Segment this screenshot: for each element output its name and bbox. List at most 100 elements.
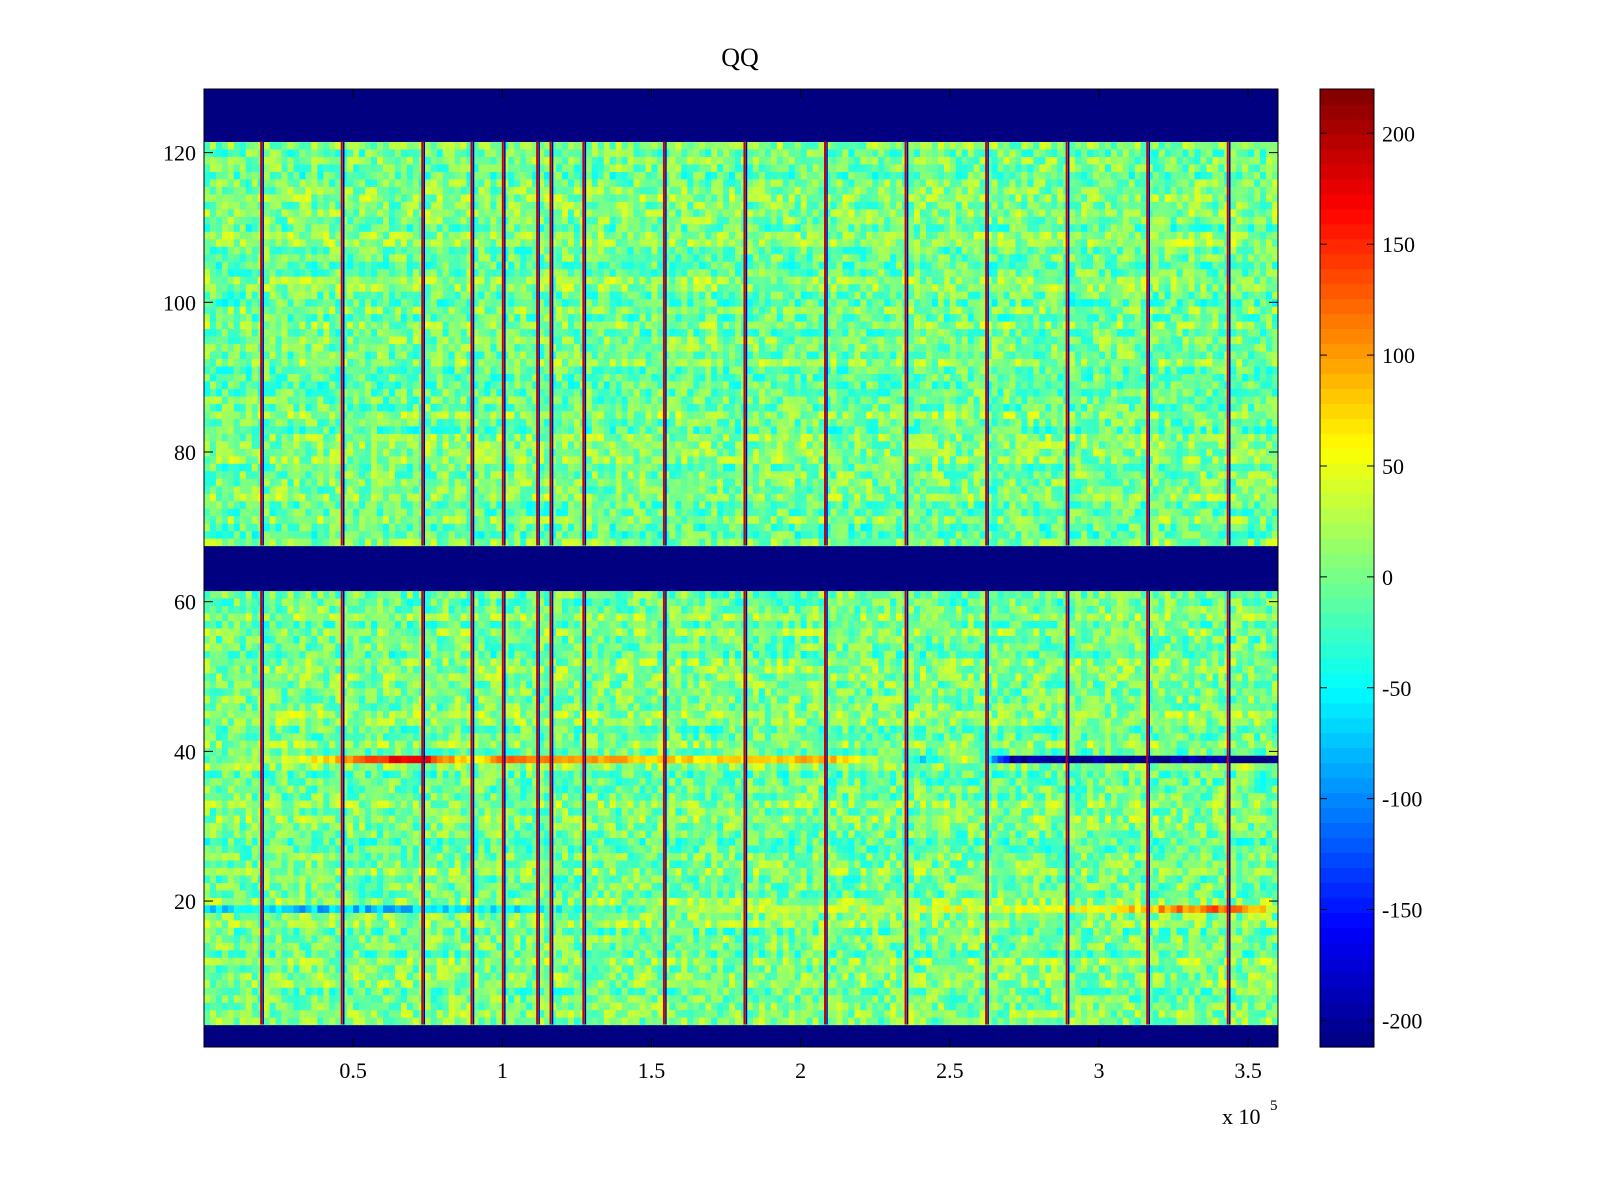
- heatmap-cell: [436, 904, 444, 913]
- heatmap-cell: [1212, 927, 1219, 936]
- heatmap-cell: [562, 1002, 569, 1011]
- heatmap-cell: [1152, 957, 1160, 966]
- heatmap-cell: [424, 874, 432, 883]
- heatmap-cell: [1140, 994, 1148, 1003]
- heatmap-cell: [1128, 904, 1136, 913]
- heatmap-cell: [1266, 874, 1273, 883]
- heatmap-cell: [1051, 927, 1058, 936]
- heatmap-cell: [1176, 1009, 1184, 1018]
- heatmap-cell: [925, 822, 933, 831]
- heatmap-cell: [567, 897, 575, 906]
- heatmap-cell: [597, 1017, 605, 1026]
- heatmap-cell: [1194, 994, 1202, 1003]
- heatmap-cell: [430, 852, 438, 861]
- heatmap-cell: [365, 859, 372, 868]
- heatmap-cell: [365, 822, 372, 831]
- heatmap-cell: [824, 994, 832, 1003]
- heatmap-cell: [943, 1009, 951, 1018]
- heatmap-cell: [609, 912, 617, 921]
- heatmap-cell: [359, 949, 366, 958]
- heatmap-cell: [1182, 912, 1190, 921]
- heatmap-cell: [1099, 829, 1106, 839]
- heatmap-cell: [836, 979, 844, 988]
- heatmap-cell: [967, 874, 975, 883]
- heatmap-cell: [746, 994, 754, 1003]
- heatmap-cell: [1242, 867, 1249, 876]
- heatmap-cell: [675, 1017, 682, 1026]
- heatmap-cell: [251, 837, 259, 846]
- heatmap-cell: [412, 889, 420, 898]
- heatmap-cell: [866, 829, 873, 839]
- heatmap-cell: [651, 904, 659, 913]
- heatmap-cell: [526, 972, 533, 981]
- heatmap-cell: [347, 897, 354, 906]
- heatmap-cell: [729, 837, 736, 846]
- heatmap-cell: [782, 957, 790, 966]
- heatmap-cell: [1212, 949, 1219, 958]
- heatmap-cell: [591, 987, 599, 996]
- heatmap-cell: [388, 949, 396, 958]
- heatmap-cell: [955, 994, 963, 1003]
- heatmap-cell: [770, 964, 778, 973]
- heatmap-cell: [663, 904, 670, 913]
- heatmap-cell: [1182, 949, 1190, 958]
- heatmap-cell: [615, 1017, 623, 1026]
- heatmap-cell: [520, 949, 527, 958]
- heatmap-cell: [1075, 882, 1082, 891]
- heatmap-cell: [705, 867, 712, 876]
- heatmap-cell: [562, 889, 569, 898]
- heatmap-cell: [221, 904, 229, 913]
- heatmap-cell: [973, 829, 981, 839]
- heatmap-cell: [567, 942, 575, 951]
- heatmap-cell: [1122, 1009, 1130, 1018]
- heatmap-cell: [347, 904, 354, 913]
- heatmap-cell: [1212, 859, 1219, 868]
- heatmap-cell: [967, 919, 975, 928]
- heatmap-cell: [955, 949, 963, 958]
- heatmap-cell: [341, 874, 348, 883]
- heatmap-cell: [645, 1002, 653, 1011]
- heatmap-cell: [591, 979, 599, 988]
- heatmap-cell: [1140, 1017, 1148, 1026]
- heatmap-cell: [1134, 829, 1142, 839]
- heatmap-cell: [842, 829, 849, 839]
- heatmap-cell: [293, 852, 301, 861]
- heatmap-cell: [508, 829, 515, 839]
- heatmap-cell: [341, 927, 348, 936]
- heatmap-cell: [800, 904, 808, 913]
- heatmap-cell: [967, 987, 975, 996]
- heatmap-cell: [239, 897, 247, 906]
- heatmap-cell: [723, 994, 730, 1003]
- heatmap-cell: [884, 934, 891, 943]
- heatmap-cell: [239, 949, 247, 958]
- heatmap-cell: [1146, 972, 1154, 981]
- heatmap-cell: [281, 972, 289, 981]
- heatmap-cell: [1033, 889, 1040, 898]
- heatmap-cell: [931, 919, 939, 928]
- heatmap-cell: [669, 964, 676, 973]
- heatmap-cell: [782, 964, 790, 973]
- heatmap-cell: [603, 837, 611, 846]
- heatmap-cell: [526, 829, 533, 839]
- heatmap-cell: [269, 859, 277, 868]
- heatmap-cell: [836, 867, 844, 876]
- heatmap-cell: [281, 957, 289, 966]
- heatmap-cell: [770, 844, 778, 854]
- heatmap-cell: [1158, 957, 1166, 966]
- heatmap-cell: [353, 927, 360, 936]
- heatmap-cell: [1218, 822, 1225, 831]
- heatmap-cell: [1087, 874, 1094, 883]
- heatmap-cell: [1266, 1009, 1273, 1018]
- heatmap-cell: [1075, 987, 1082, 996]
- heatmap-cell: [436, 949, 444, 958]
- heatmap-cell: [890, 904, 897, 913]
- heatmap-cell: [806, 829, 814, 839]
- heatmap-cell: [603, 844, 611, 854]
- heatmap-cell: [848, 994, 855, 1003]
- heatmap-cell: [460, 912, 468, 921]
- heatmap-cell: [1021, 964, 1028, 973]
- heatmap-cell: [735, 927, 742, 936]
- heatmap-cell: [603, 994, 611, 1003]
- heatmap-cell: [287, 859, 295, 868]
- heatmap-cell: [1039, 934, 1046, 943]
